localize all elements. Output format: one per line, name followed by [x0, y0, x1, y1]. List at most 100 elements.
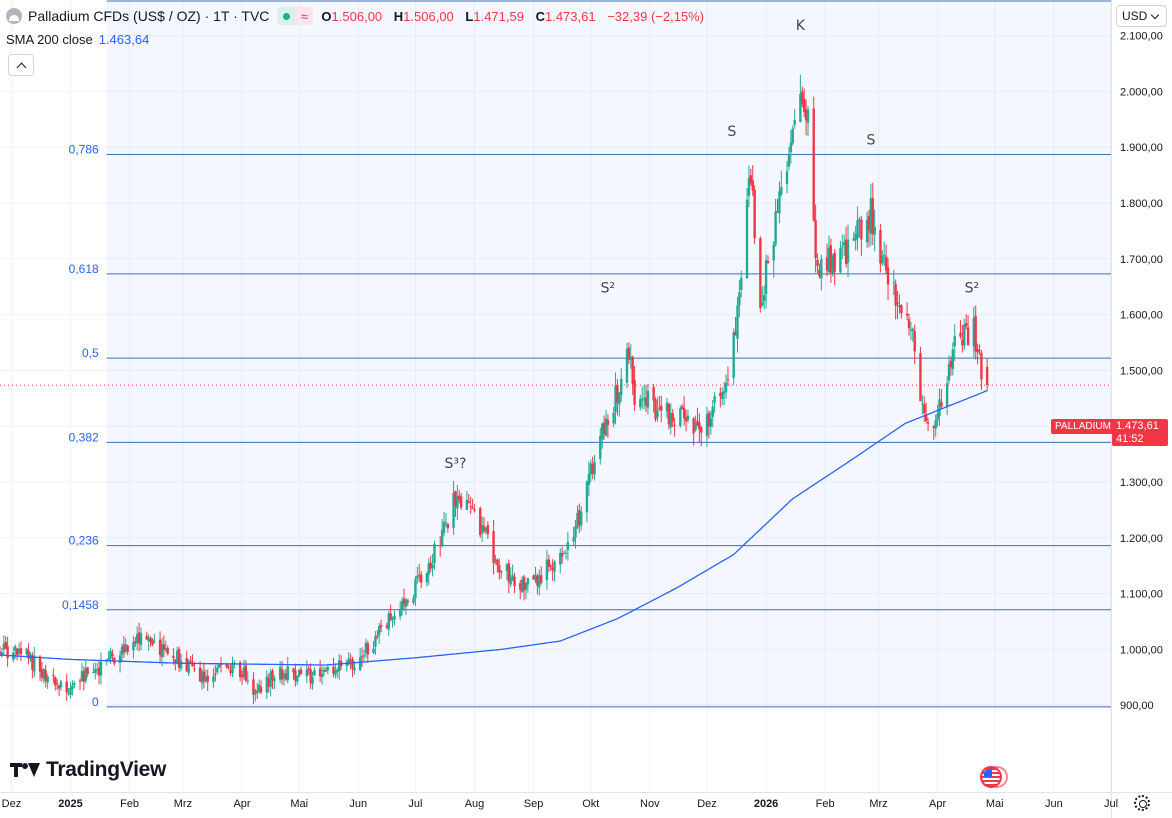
candle-body: [883, 255, 886, 257]
price-tick-label: 1.200,00: [1120, 533, 1163, 545]
symbol-title[interactable]: Palladium CFDs (US$ / OZ) · 1T · TVC: [28, 8, 270, 24]
candle-body: [216, 667, 219, 673]
time-tick-label: Feb: [816, 798, 835, 810]
candle-body: [198, 667, 202, 682]
time-tick-label: Mai: [986, 798, 1004, 810]
candle-body: [147, 638, 150, 642]
candle-body: [947, 363, 951, 381]
candle-body: [953, 336, 956, 347]
candle-body: [137, 632, 141, 644]
candle-body: [172, 655, 175, 659]
candle-body: [311, 677, 314, 685]
candle-body: [187, 662, 190, 674]
candle-body: [894, 284, 897, 306]
candle-body: [492, 530, 495, 564]
candle-body: [271, 670, 274, 681]
last-price-tag: 1.473,61 41:52: [1112, 419, 1168, 446]
candle-body: [660, 405, 663, 411]
candle-body: [40, 669, 44, 678]
delayed-status-icon[interactable]: ≈: [295, 7, 314, 25]
candle-body: [136, 634, 139, 644]
candle-body: [806, 109, 810, 123]
sma-legend[interactable]: SMA 200 close 1.463,64: [6, 32, 149, 47]
candle-body: [820, 258, 823, 279]
settings-icon[interactable]: [1134, 795, 1150, 811]
candle-body: [65, 681, 68, 693]
price-tick-label: 2.000,00: [1120, 86, 1163, 98]
candle-body: [95, 669, 99, 671]
candle-body: [334, 670, 337, 675]
candle-body: [700, 427, 703, 433]
candle-body: [412, 598, 415, 603]
change-value: −32,39 (−2,15%): [607, 8, 705, 24]
candle-body: [338, 660, 341, 672]
candle-body: [825, 257, 829, 271]
candle-body: [764, 260, 768, 295]
candle-body: [913, 331, 916, 352]
tradingview-logo[interactable]: TradingView: [10, 758, 166, 782]
candle-body: [522, 576, 526, 591]
candle-body: [149, 637, 152, 643]
candle-body: [860, 219, 863, 240]
time-tick-label: Sep: [524, 798, 544, 810]
candle-body: [78, 680, 82, 682]
candle-body: [974, 315, 977, 352]
candle-body: [907, 319, 911, 329]
candle-body: [429, 562, 432, 569]
time-tick-label: Dez: [2, 798, 22, 810]
candle-body: [459, 496, 463, 508]
time-tick-label: Feb: [120, 798, 139, 810]
candle-body: [873, 226, 876, 235]
time-tick-label: Dez: [697, 798, 717, 810]
fib-level-label: 0,236: [69, 534, 99, 548]
candle-body: [886, 267, 890, 285]
time-tick-label: Jul: [408, 798, 422, 810]
candle-body: [751, 180, 754, 191]
candle-body: [6, 646, 9, 659]
candle-body: [160, 644, 164, 658]
candle-body: [52, 674, 55, 676]
candle-body: [158, 639, 162, 655]
candle-body: [707, 412, 711, 427]
candle-body: [444, 521, 448, 523]
candle-body: [225, 663, 228, 668]
candle-body: [816, 260, 819, 266]
candle-body: [578, 510, 581, 526]
collapse-legend-button[interactable]: [8, 54, 34, 76]
market-status[interactable]: ≈: [277, 7, 314, 25]
candle-body: [686, 415, 690, 420]
candle-body: [884, 256, 888, 271]
candle-body: [949, 360, 953, 368]
candle-body: [879, 230, 882, 264]
candle-body: [233, 662, 236, 664]
live-status-icon[interactable]: [277, 7, 296, 25]
candle-body: [278, 667, 282, 680]
currency-selector[interactable]: USD: [1116, 5, 1167, 27]
candle-body: [73, 682, 76, 685]
candle-body: [366, 643, 369, 655]
candle-body: [238, 662, 242, 677]
candle-body: [307, 668, 310, 670]
price-tick-label: 1.900,00: [1120, 142, 1163, 154]
candle-body: [749, 175, 753, 184]
candle-body: [964, 323, 968, 326]
candle-body: [425, 573, 429, 583]
candle-body: [869, 198, 873, 234]
candle-body: [900, 305, 903, 314]
candle-body: [376, 635, 379, 638]
candle-body: [227, 667, 230, 669]
candle-body: [400, 600, 404, 610]
candle-body: [242, 667, 246, 678]
candle-body: [905, 313, 909, 316]
candle-body: [600, 423, 604, 440]
us-flag-icon[interactable]: [980, 766, 1008, 788]
candle-body: [177, 649, 181, 668]
candle-body: [799, 93, 802, 123]
candle-body: [963, 324, 966, 346]
symbol-icon: [6, 8, 22, 24]
candle-body: [519, 583, 522, 590]
candle-body: [909, 329, 913, 331]
candle-body: [269, 672, 272, 688]
candle-body: [818, 269, 821, 277]
